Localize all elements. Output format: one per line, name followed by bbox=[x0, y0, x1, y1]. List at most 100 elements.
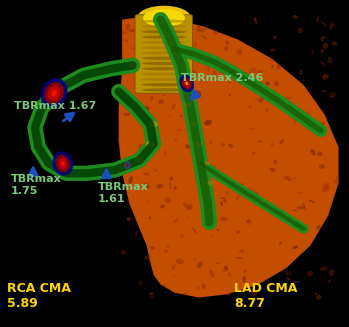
Ellipse shape bbox=[254, 19, 258, 24]
Ellipse shape bbox=[141, 73, 187, 76]
Ellipse shape bbox=[293, 281, 300, 283]
Ellipse shape bbox=[156, 184, 163, 189]
Ellipse shape bbox=[141, 30, 187, 33]
Text: TBRmax 2.46: TBRmax 2.46 bbox=[181, 74, 264, 83]
Ellipse shape bbox=[188, 129, 193, 135]
Ellipse shape bbox=[141, 57, 187, 60]
Ellipse shape bbox=[181, 41, 183, 43]
Ellipse shape bbox=[190, 122, 198, 127]
Ellipse shape bbox=[251, 289, 258, 296]
Ellipse shape bbox=[268, 59, 274, 61]
Ellipse shape bbox=[128, 176, 133, 184]
Ellipse shape bbox=[186, 205, 193, 210]
Ellipse shape bbox=[334, 180, 339, 184]
Ellipse shape bbox=[296, 192, 304, 194]
Ellipse shape bbox=[294, 177, 297, 179]
Ellipse shape bbox=[322, 90, 326, 92]
Ellipse shape bbox=[226, 41, 229, 45]
Ellipse shape bbox=[173, 275, 176, 277]
Ellipse shape bbox=[185, 102, 192, 107]
Ellipse shape bbox=[174, 218, 179, 222]
Ellipse shape bbox=[61, 161, 65, 166]
Ellipse shape bbox=[274, 81, 279, 86]
Ellipse shape bbox=[164, 198, 171, 203]
Ellipse shape bbox=[300, 70, 302, 75]
Ellipse shape bbox=[257, 70, 263, 75]
Ellipse shape bbox=[321, 21, 327, 26]
Ellipse shape bbox=[180, 234, 184, 237]
Ellipse shape bbox=[322, 74, 327, 79]
Ellipse shape bbox=[149, 72, 155, 76]
Text: RCA CMA
5.89: RCA CMA 5.89 bbox=[7, 282, 71, 310]
Ellipse shape bbox=[174, 15, 183, 20]
Ellipse shape bbox=[292, 210, 297, 211]
Ellipse shape bbox=[194, 90, 201, 96]
Text: TBRmax 1.67: TBRmax 1.67 bbox=[14, 101, 96, 111]
Ellipse shape bbox=[229, 81, 231, 84]
Ellipse shape bbox=[163, 250, 168, 253]
Ellipse shape bbox=[143, 9, 185, 27]
Ellipse shape bbox=[56, 155, 70, 172]
Ellipse shape bbox=[187, 67, 193, 74]
Ellipse shape bbox=[141, 35, 187, 39]
Ellipse shape bbox=[279, 139, 284, 144]
Ellipse shape bbox=[173, 186, 177, 190]
Ellipse shape bbox=[239, 78, 246, 85]
Ellipse shape bbox=[248, 106, 252, 109]
Ellipse shape bbox=[265, 82, 270, 85]
Ellipse shape bbox=[126, 163, 129, 167]
Ellipse shape bbox=[153, 168, 158, 172]
Ellipse shape bbox=[255, 99, 258, 100]
Ellipse shape bbox=[149, 293, 154, 295]
Ellipse shape bbox=[174, 139, 177, 142]
Ellipse shape bbox=[222, 268, 227, 272]
Ellipse shape bbox=[320, 61, 326, 67]
Ellipse shape bbox=[197, 262, 202, 268]
Ellipse shape bbox=[311, 50, 314, 55]
Ellipse shape bbox=[248, 68, 257, 74]
Ellipse shape bbox=[193, 71, 196, 73]
Ellipse shape bbox=[273, 35, 276, 39]
Ellipse shape bbox=[199, 52, 205, 57]
Ellipse shape bbox=[141, 20, 187, 23]
Ellipse shape bbox=[143, 173, 149, 176]
Ellipse shape bbox=[141, 67, 187, 70]
Ellipse shape bbox=[233, 183, 238, 187]
Ellipse shape bbox=[237, 73, 241, 77]
Ellipse shape bbox=[170, 176, 173, 181]
Ellipse shape bbox=[202, 161, 210, 166]
Ellipse shape bbox=[270, 168, 276, 172]
Ellipse shape bbox=[330, 95, 334, 97]
Ellipse shape bbox=[298, 27, 303, 34]
Ellipse shape bbox=[185, 144, 190, 149]
Ellipse shape bbox=[326, 75, 329, 78]
Ellipse shape bbox=[177, 48, 183, 53]
Ellipse shape bbox=[172, 265, 176, 268]
Ellipse shape bbox=[169, 20, 171, 27]
Ellipse shape bbox=[285, 270, 291, 276]
Ellipse shape bbox=[177, 129, 181, 131]
Ellipse shape bbox=[284, 176, 287, 180]
Ellipse shape bbox=[302, 202, 305, 206]
Ellipse shape bbox=[225, 190, 229, 195]
Ellipse shape bbox=[318, 122, 325, 126]
Ellipse shape bbox=[194, 42, 196, 47]
Ellipse shape bbox=[195, 141, 203, 146]
Ellipse shape bbox=[330, 92, 336, 97]
Ellipse shape bbox=[202, 284, 206, 289]
Ellipse shape bbox=[243, 276, 246, 283]
Ellipse shape bbox=[127, 217, 131, 221]
Ellipse shape bbox=[209, 141, 211, 144]
Ellipse shape bbox=[228, 273, 231, 277]
Ellipse shape bbox=[311, 149, 316, 156]
Ellipse shape bbox=[201, 35, 207, 39]
Ellipse shape bbox=[128, 62, 137, 68]
Ellipse shape bbox=[141, 41, 187, 44]
Ellipse shape bbox=[204, 120, 212, 126]
Ellipse shape bbox=[172, 268, 175, 270]
Ellipse shape bbox=[142, 182, 150, 189]
Ellipse shape bbox=[276, 63, 281, 70]
Ellipse shape bbox=[224, 265, 228, 271]
Ellipse shape bbox=[128, 29, 136, 32]
Ellipse shape bbox=[243, 269, 247, 273]
